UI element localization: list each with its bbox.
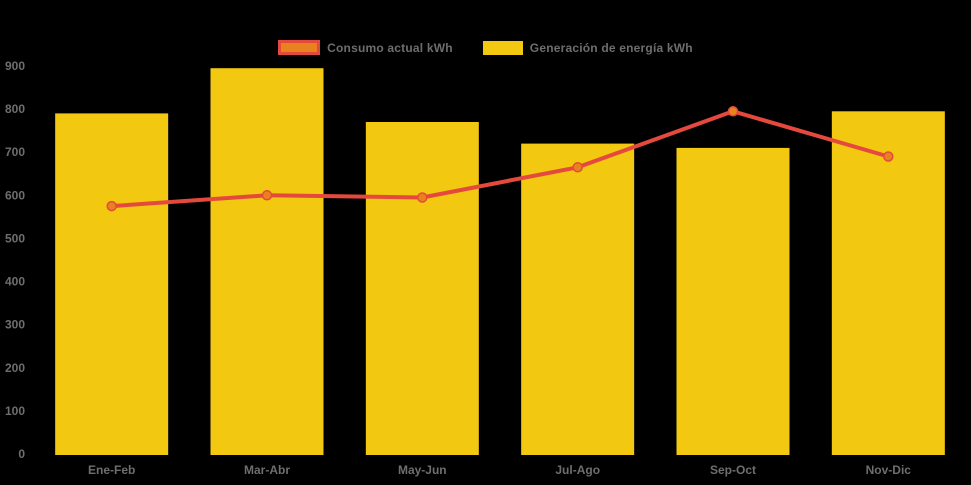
y-axis-tick-label: 500 bbox=[5, 231, 25, 245]
y-axis-tick-label: 700 bbox=[5, 145, 25, 159]
x-axis-tick-label: Ene-Feb bbox=[88, 463, 135, 477]
line-marker-may-jun[interactable] bbox=[417, 192, 428, 203]
legend-label-consumo: Consumo actual kWh bbox=[327, 40, 453, 55]
bar-ene-feb[interactable] bbox=[55, 113, 169, 456]
y-axis-tick-label: 300 bbox=[5, 318, 25, 332]
y-axis-tick-label: 100 bbox=[5, 404, 25, 418]
bar-sep-oct[interactable] bbox=[676, 147, 790, 455]
line-marker-nov-dic[interactable] bbox=[883, 151, 894, 162]
legend-label-generacion: Generación de energía kWh bbox=[529, 40, 693, 55]
chart-legend: Consumo actual kWh Generación de energía… bbox=[0, 40, 971, 55]
x-axis-tick-label: May-Jun bbox=[398, 463, 447, 477]
line-marker-ene-feb[interactable] bbox=[106, 200, 117, 212]
bar-jul-ago[interactable] bbox=[521, 143, 635, 455]
y-axis-tick-label: 800 bbox=[5, 102, 25, 116]
line-marker-sep-oct[interactable] bbox=[727, 106, 739, 117]
y-axis-tick-label: 400 bbox=[5, 275, 25, 289]
y-axis-tick-label: 0 bbox=[18, 447, 25, 461]
x-axis-tick-label: Nov-Dic bbox=[866, 463, 912, 477]
x-axis-tick-label: Jul-Ago bbox=[555, 463, 600, 477]
legend-item-consumo[interactable]: Consumo actual kWh bbox=[278, 40, 453, 55]
x-axis-tick-label: Mar-Abr bbox=[244, 463, 290, 477]
generacion-bar-swatch-icon bbox=[482, 40, 523, 55]
x-axis-tick-label: Sep-Oct bbox=[710, 463, 756, 477]
bar-nov-dic[interactable] bbox=[831, 111, 945, 456]
y-axis-tick-label: 600 bbox=[5, 188, 25, 202]
bar-mar-abr[interactable] bbox=[210, 68, 324, 455]
y-axis-tick-label: 200 bbox=[5, 361, 25, 375]
consumo-line bbox=[109, 109, 891, 209]
consumo-line-swatch-icon bbox=[278, 40, 321, 55]
y-axis-tick-label: 900 bbox=[5, 59, 25, 73]
line-marker-jul-ago[interactable] bbox=[572, 162, 583, 173]
legend-item-generacion[interactable]: Generación de energía kWh bbox=[482, 40, 693, 55]
bar-may-jun[interactable] bbox=[365, 122, 479, 455]
line-marker-mar-abr[interactable] bbox=[261, 190, 273, 201]
